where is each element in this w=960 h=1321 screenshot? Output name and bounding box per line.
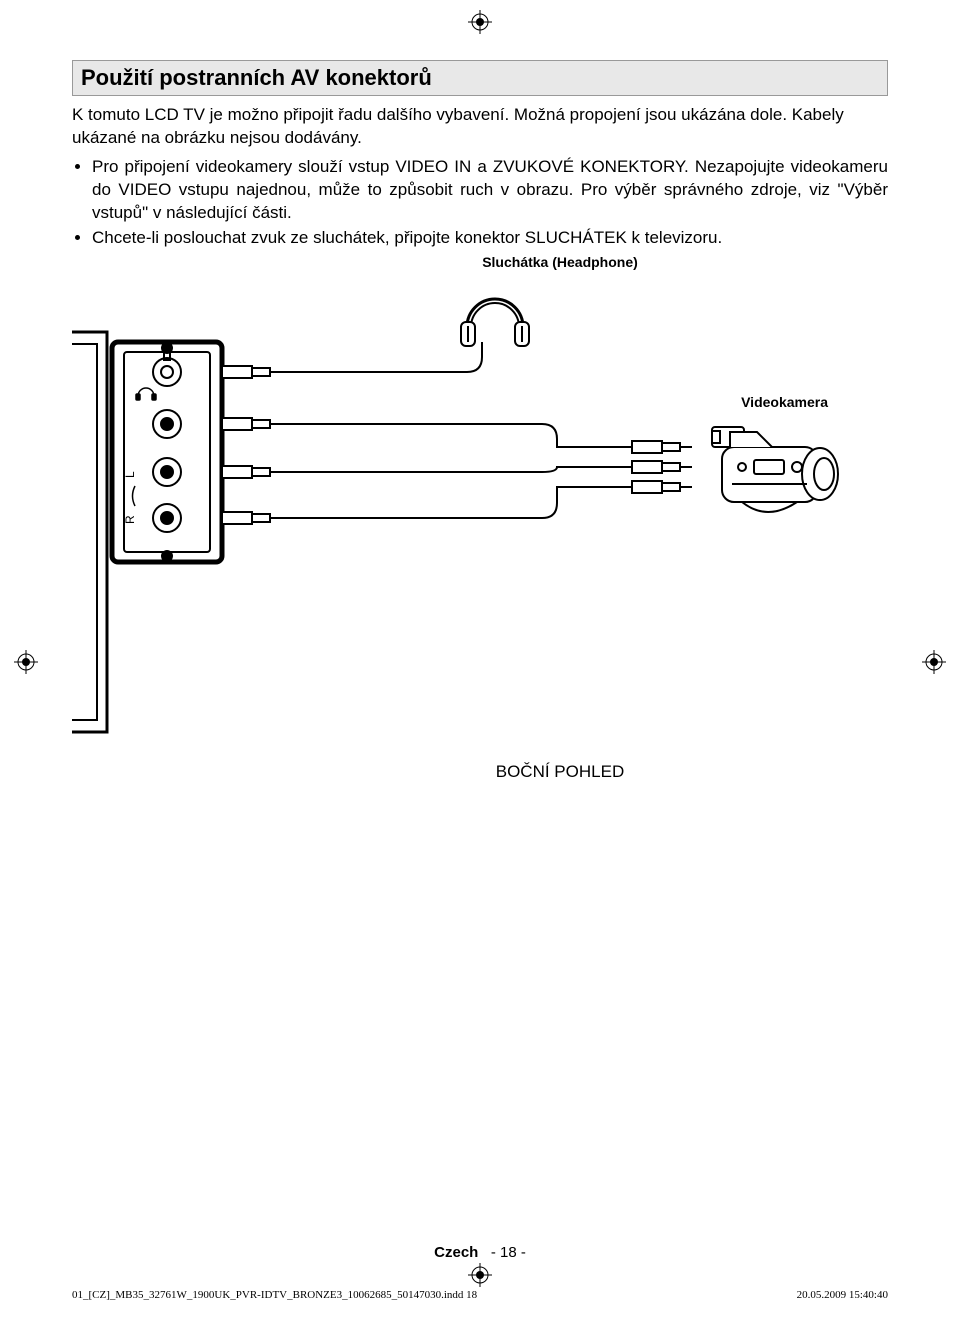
page-footer: Czech - 18 - [0,1244,960,1261]
diagram-svg: L R [72,272,888,742]
camcorder-label: Videokamera [741,394,828,410]
bullet-list: Pro připojení videokamery slouží vstup V… [72,156,888,250]
headphones-icon [461,299,529,346]
svg-text:L: L [123,471,137,478]
print-footer: 01_[CZ]_MB35_32761W_1900UK_PVR-IDTV_BRON… [72,1289,888,1301]
bullet-item: Chcete-li poslouchat zvuk ze sluchátek, … [92,227,888,250]
side-view-label: BOČNÍ POHLED [232,762,888,782]
headphones-label: Sluchátka (Headphone) [232,254,888,270]
footer-page-number: - 18 - [491,1244,526,1261]
svg-text:R: R [123,515,137,524]
connection-diagram: L R [72,272,888,732]
intro-paragraph: K tomuto LCD TV je možno připojit řadu d… [72,104,888,150]
page-content: Použití postranních AV konektorů K tomut… [0,0,960,1321]
footer-language: Czech [434,1244,478,1261]
print-footer-file: 01_[CZ]_MB35_32761W_1900UK_PVR-IDTV_BRON… [72,1289,477,1301]
headphone-symbol-icon [136,388,156,400]
tv-side-panel-icon: L R [72,332,222,732]
bullet-item: Pro připojení videokamery slouží vstup V… [92,156,888,225]
camcorder-icon [712,427,838,512]
print-footer-timestamp: 20.05.2009 15:40:40 [797,1289,888,1301]
section-heading: Použití postranních AV konektorů [81,65,879,91]
section-heading-bar: Použití postranních AV konektorů [72,60,888,96]
